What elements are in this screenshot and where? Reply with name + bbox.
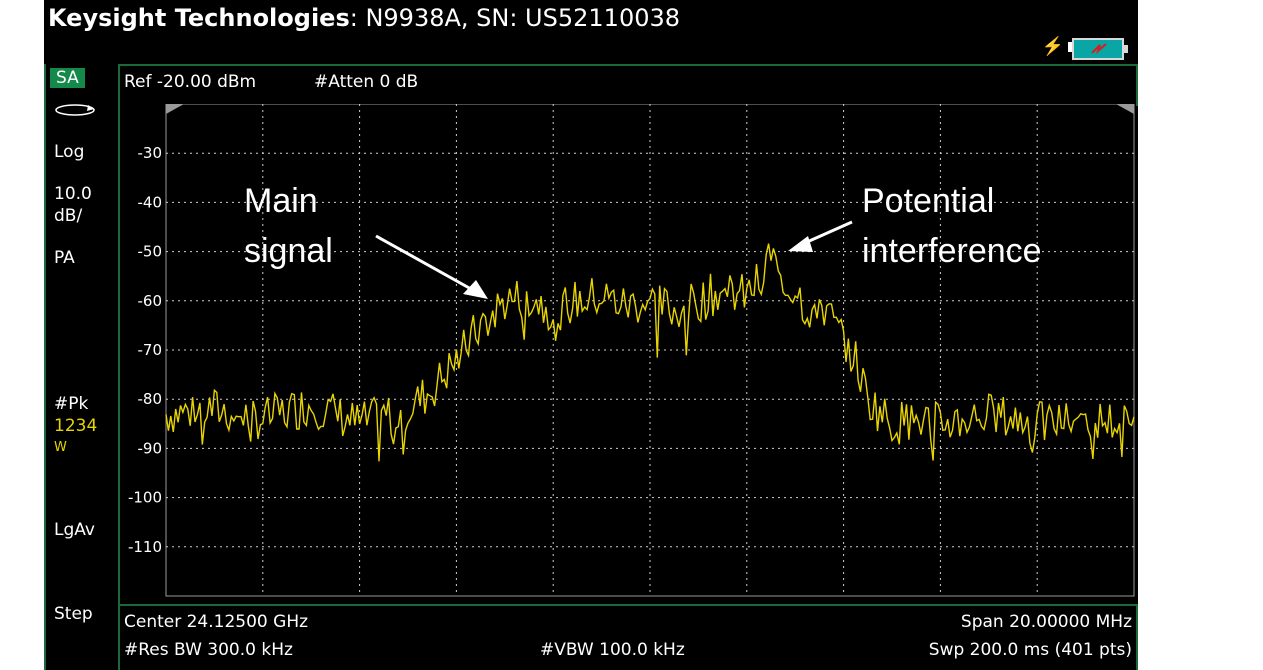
analyzer-screen: Keysight Technologies: N9938A, SN: US521… — [44, 0, 1138, 670]
scale-type-label: Log — [54, 142, 85, 162]
trace-line — [165, 243, 1135, 462]
trace-mode: W — [54, 440, 67, 455]
battery-indicator-bar — [1068, 42, 1072, 52]
scale-value-label: 10.0 — [54, 184, 92, 204]
res-bw-readout: #Res BW 300.0 kHz — [124, 640, 293, 660]
title-bar: Keysight Technologies: N9938A, SN: US521… — [44, 0, 1138, 36]
main-signal-annotation-line1: Main — [244, 182, 318, 220]
interference-annotation-line1: Potential — [862, 182, 994, 220]
y-tick-label: -50 — [138, 243, 163, 261]
span-readout: Span 20.00000 MHz — [960, 612, 1132, 632]
mode-badge[interactable]: SA — [50, 68, 85, 88]
main-signal-annotation-line2: signal — [244, 232, 333, 270]
detector-label: #Pk — [54, 394, 89, 414]
spectrum-chart: -30 -40 -50 -60 -70 -80 -90 -100 -110 Main signa… — [118, 103, 1138, 604]
interference-annotation-line2: interference — [862, 232, 1042, 270]
y-tick-label: -70 — [138, 341, 163, 359]
y-tick-label: -80 — [138, 390, 163, 408]
main-signal-arrow — [375, 234, 481, 296]
spectrum-plot: -30 -40 -50 -60 -70 -80 -90 -100 -110 Main signa… — [128, 103, 1135, 597]
trace-numbers: 1234 — [54, 416, 98, 436]
main-signal-arrowhead — [463, 280, 488, 299]
left-settings-panel: SA Log 10.0 dB/ PA #Pk 1234 W LgAv Step — [44, 64, 120, 670]
center-frequency-readout: Center 24.12500 GHz — [124, 612, 309, 632]
y-tick-label: -30 — [138, 144, 163, 162]
attenuation-readout: #Atten 0 dB — [314, 72, 419, 92]
ref-level-readout: Ref -20.00 dBm — [124, 72, 257, 92]
scale-unit-label: dB/ — [54, 206, 83, 226]
display-corner-marker — [166, 104, 184, 114]
y-tick-label: -40 — [138, 193, 163, 211]
y-tick-label: -60 — [138, 292, 163, 310]
y-tick-label: -110 — [128, 538, 162, 556]
vbw-readout: #VBW 100.0 kHz — [540, 640, 685, 660]
sweep-readout: Swp 200.0 ms (401 pts) — [928, 640, 1132, 660]
brand-name: Keysight Technologies — [48, 4, 350, 32]
interference-arrowhead — [788, 236, 813, 252]
display-corner-marker — [1116, 104, 1134, 114]
y-tick-label: -100 — [128, 489, 162, 507]
rotate-knob-icon — [54, 102, 96, 122]
status-icons: ⚡ — [1008, 34, 1128, 60]
instrument-id: : N9938A, SN: US52110038 — [349, 4, 681, 32]
battery-icon — [1072, 38, 1128, 60]
bottom-info-bar: Center 24.12500 GHz Span 20.00000 MHz #R… — [118, 604, 1138, 670]
top-info-bar: Ref -20.00 dBm #Atten 0 dB — [118, 64, 1138, 106]
step-label: Step — [54, 604, 93, 624]
preamp-label: PA — [54, 248, 75, 268]
averaging-label: LgAv — [54, 520, 95, 540]
power-plug-icon: ⚡ — [1041, 36, 1064, 56]
y-tick-label: -90 — [138, 439, 163, 457]
